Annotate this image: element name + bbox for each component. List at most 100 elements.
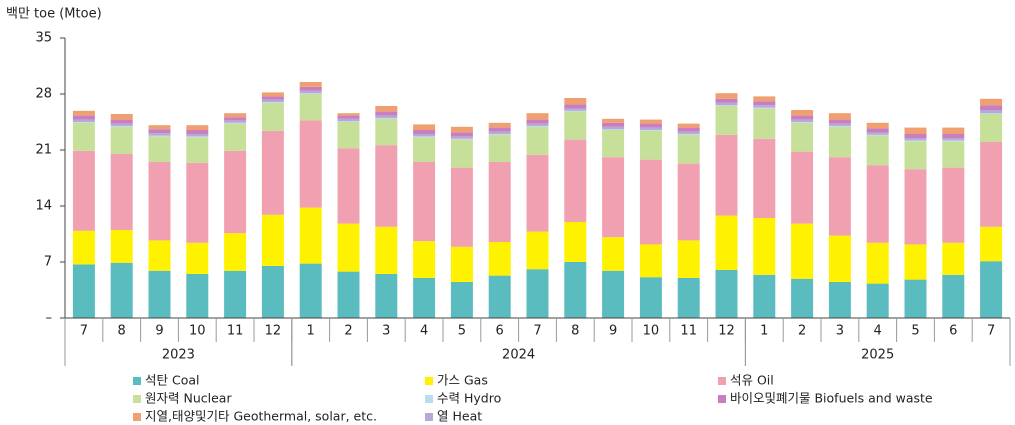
bar-segment (904, 244, 927, 280)
bar-segment (148, 270, 171, 318)
legend-swatch (133, 395, 141, 403)
bar-segment (488, 131, 511, 134)
x-tick-label: 2 (344, 324, 352, 339)
bar-segment (791, 151, 814, 224)
bar-segment (602, 237, 625, 271)
bar-segment (72, 230, 95, 265)
bar-segment (261, 102, 284, 103)
bar-segment (224, 233, 247, 271)
legend-swatch (718, 395, 726, 403)
bar-segment (526, 123, 549, 126)
bar-segment (791, 278, 814, 318)
bar-segment (375, 111, 398, 116)
bar-segment (261, 130, 284, 215)
x-tick-label: 7 (80, 324, 88, 339)
bar-segment (866, 242, 889, 284)
bar-segment (866, 134, 889, 136)
bar-segment (526, 269, 549, 318)
bar-segment (72, 122, 95, 151)
y-axis-label: 백만 toe (Mtoe) (6, 7, 102, 22)
bar-segment (828, 282, 851, 318)
bar-segment (526, 126, 549, 155)
bar-segment (639, 159, 662, 245)
bar-segment (526, 231, 549, 270)
bar-segment (413, 130, 436, 134)
bar-segment (791, 223, 814, 279)
legend-label: 지열,태양및기타 Geothermal, solar, etc. (145, 409, 377, 424)
x-tick-label: 1 (760, 324, 768, 339)
bar-segment (375, 226, 398, 274)
x-tick-label: 4 (874, 324, 882, 339)
bar-segment (980, 110, 1003, 114)
bar-segment (186, 134, 209, 137)
x-tick-label: 5 (911, 324, 919, 339)
bar-segment (110, 126, 133, 154)
bar-segment (942, 167, 965, 243)
bar-segment (224, 113, 247, 118)
bar-segment (110, 123, 133, 126)
x-tick-label: 9 (609, 324, 617, 339)
bar-segment (337, 223, 360, 272)
bar-segment (753, 138, 776, 218)
bar-segment (526, 113, 549, 120)
bar-segment (639, 119, 662, 124)
x-tick-label: 6 (496, 324, 504, 339)
bar-segment (791, 122, 814, 152)
bar-segment (866, 165, 889, 243)
bar-segment (677, 278, 700, 318)
bar-segment (110, 114, 133, 120)
x-tick-label: 7 (987, 324, 995, 339)
legend-swatch (133, 377, 141, 385)
x-tick-label: 9 (155, 324, 163, 339)
bar-segment (337, 148, 360, 224)
bar-segment (942, 140, 965, 142)
bar-segment (488, 162, 511, 242)
legend-swatch (718, 377, 726, 385)
bar-segment (564, 139, 587, 222)
bar-segment (337, 113, 360, 116)
bar-segment (413, 162, 436, 242)
legend-swatch (425, 377, 433, 385)
bar-segment (450, 167, 473, 247)
bar-segment (980, 105, 1003, 110)
bar-segment (299, 263, 322, 318)
bar-segment (980, 98, 1003, 106)
bar-segment (224, 122, 247, 124)
bar-segment (337, 115, 360, 119)
bar-segment (186, 130, 209, 134)
y-tick-label: 21 (35, 143, 52, 158)
legend-label: 가스 Gas (437, 373, 488, 388)
bar-segment (224, 150, 247, 234)
bar-segment (942, 141, 965, 168)
bar-segment (261, 92, 284, 97)
bar-segment (753, 218, 776, 275)
bar-segment (148, 162, 171, 241)
bar-segment (942, 127, 965, 134)
bar-segment (261, 102, 284, 131)
bar-segment (753, 107, 776, 109)
bar-segment (148, 240, 171, 271)
bar-segment (375, 145, 398, 227)
bar-segment (375, 106, 398, 112)
bar-segment (828, 235, 851, 282)
bar-segment (677, 134, 700, 164)
legend-swatch (133, 413, 141, 421)
legend-label: 바이오및폐기물 Biofuels and waste (730, 391, 933, 406)
x-tick-label: 8 (571, 324, 579, 339)
x-tick-label: 6 (949, 324, 957, 339)
bar-segment (753, 105, 776, 108)
bar-segment (904, 140, 927, 142)
bar-segment (828, 157, 851, 236)
bar-segment (148, 129, 171, 134)
bar-segment (299, 86, 322, 91)
bar-segment (715, 106, 738, 135)
x-tick-label: 7 (533, 324, 541, 339)
bar-segment (110, 119, 133, 124)
x-tick-label: 10 (189, 324, 206, 339)
bar-segment (261, 99, 284, 102)
bar-segment (110, 262, 133, 318)
bar-segment (413, 241, 436, 278)
legend-swatch (425, 413, 433, 421)
bar-segment (753, 96, 776, 102)
x-tick-label: 1 (307, 324, 315, 339)
